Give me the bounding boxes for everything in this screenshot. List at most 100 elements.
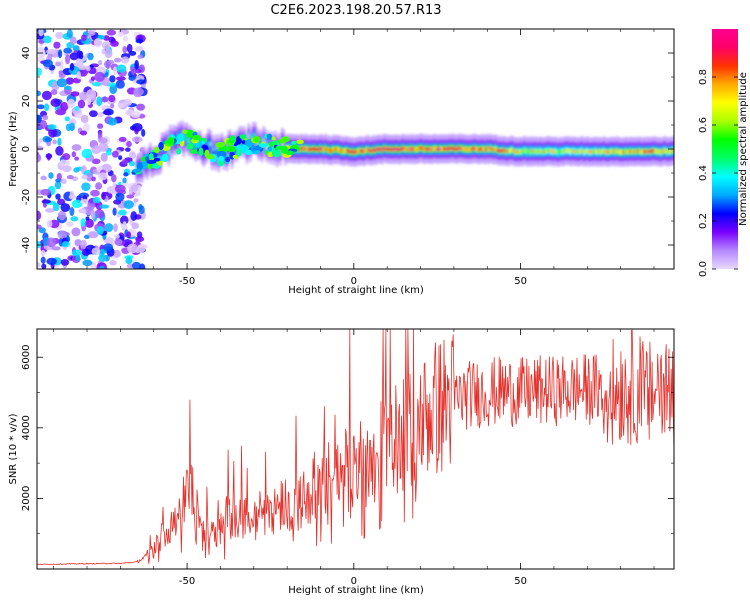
noise-speckle [118,155,123,161]
ridge-cell [464,147,467,152]
ridge-cell [492,148,496,152]
noise-speckle [79,208,87,214]
snr-y-ticks: 2000 4000 6000 [21,345,674,570]
ridge-cell [636,149,639,154]
noise-speckle [73,167,80,173]
ridge-cell [446,147,449,152]
noise-speckle [41,263,47,269]
ridge-cell [342,149,346,154]
ridge-cell [604,149,607,154]
ridge-cell [320,147,324,151]
ridge-blob [167,137,175,145]
ridge-blob [239,134,247,140]
ridge-cell [571,149,574,153]
noise-speckle [135,38,144,44]
noise-speckle [89,110,98,118]
noise-speckle [55,193,61,200]
ridge-cell [190,141,194,145]
ridge-cell [529,150,532,155]
noise-speckle [98,172,108,181]
ridge-cell [647,149,651,154]
noise-speckle [88,231,99,239]
noise-speckle [42,59,53,68]
ridge-cell [499,148,502,153]
ridge-cell [189,138,192,142]
ridge-blob [281,136,290,143]
noise-speckle [57,49,63,59]
ridge-cell [561,149,564,154]
noise-speckle [37,153,42,163]
ridge-cell [562,149,566,154]
ridge-blob [253,136,261,143]
noise-speckle [45,208,56,213]
ridge-cell [556,150,559,155]
ridge-cell [410,146,414,151]
colorbar-tick-label: 0.8 [698,69,709,85]
ridge-blob [229,135,237,144]
noise-speckle [52,202,60,212]
spectrogram-y-tick-label: -40 [21,237,32,253]
noise-speckle [37,261,41,268]
ridge-cell [414,147,417,151]
ridge-cell [494,146,497,151]
noise-speckle [42,114,49,121]
noise-speckle [100,152,108,162]
noise-speckle [63,47,73,54]
noise-speckle [44,137,53,142]
ridge-cell [347,149,351,154]
ridge-cell [476,147,479,151]
ridge-cell [431,147,434,152]
ridge-cell [589,150,592,154]
noise-speckle [75,58,84,68]
ridge-cell [497,148,501,153]
noise-speckle [130,211,138,221]
ridge-cell [299,146,302,151]
ridge-cell [441,146,444,151]
noise-speckle [128,160,136,167]
ridge-cell [594,149,597,153]
ridge-cell [374,148,377,153]
ridge-cell [375,147,379,152]
ridge-cell [302,146,306,151]
noise-speckle [122,100,133,107]
noise-speckle [37,114,42,124]
ridge-cell [352,150,356,155]
noise-speckle [60,259,70,266]
ridge-cell [619,150,622,154]
noise-speckle [81,34,87,41]
ridge-cell [541,150,544,154]
noise-speckle [75,254,81,262]
noise-speckle [60,203,71,212]
ridge-cell [385,147,389,152]
ridge-cell [536,149,539,154]
snr-y-tick-label: 4000 [21,415,32,440]
ridge-cell [360,148,364,153]
noise-speckle [76,71,82,80]
ridge-cell [305,146,309,151]
noise-speckle [85,216,90,221]
noise-speckle [43,103,50,112]
ridge-cell [310,147,314,152]
noise-speckle [38,138,43,143]
ridge-cell [252,134,255,139]
ridge-cell [187,139,190,144]
ridge-cell [601,149,604,154]
noise-speckle [107,117,118,126]
noise-speckle [108,94,116,103]
noise-speckle [98,265,105,269]
ridge-cell [539,148,542,153]
ridge-cell [390,147,394,152]
noise-speckle [126,231,132,239]
noise-speckle [56,172,62,180]
ridge-cell [384,146,387,151]
ridge-blob [227,145,236,153]
ridge-cell [217,155,220,160]
ridge-blob-group [131,129,304,175]
ridge-cell [417,146,421,151]
spectrogram-y-label: Frequency (Hz) [8,111,19,187]
noise-speckle [63,85,72,90]
ridge-cell [319,146,322,151]
ridge-blob [244,149,252,156]
ridge-cell [447,146,451,151]
ridge-cell [387,147,391,151]
